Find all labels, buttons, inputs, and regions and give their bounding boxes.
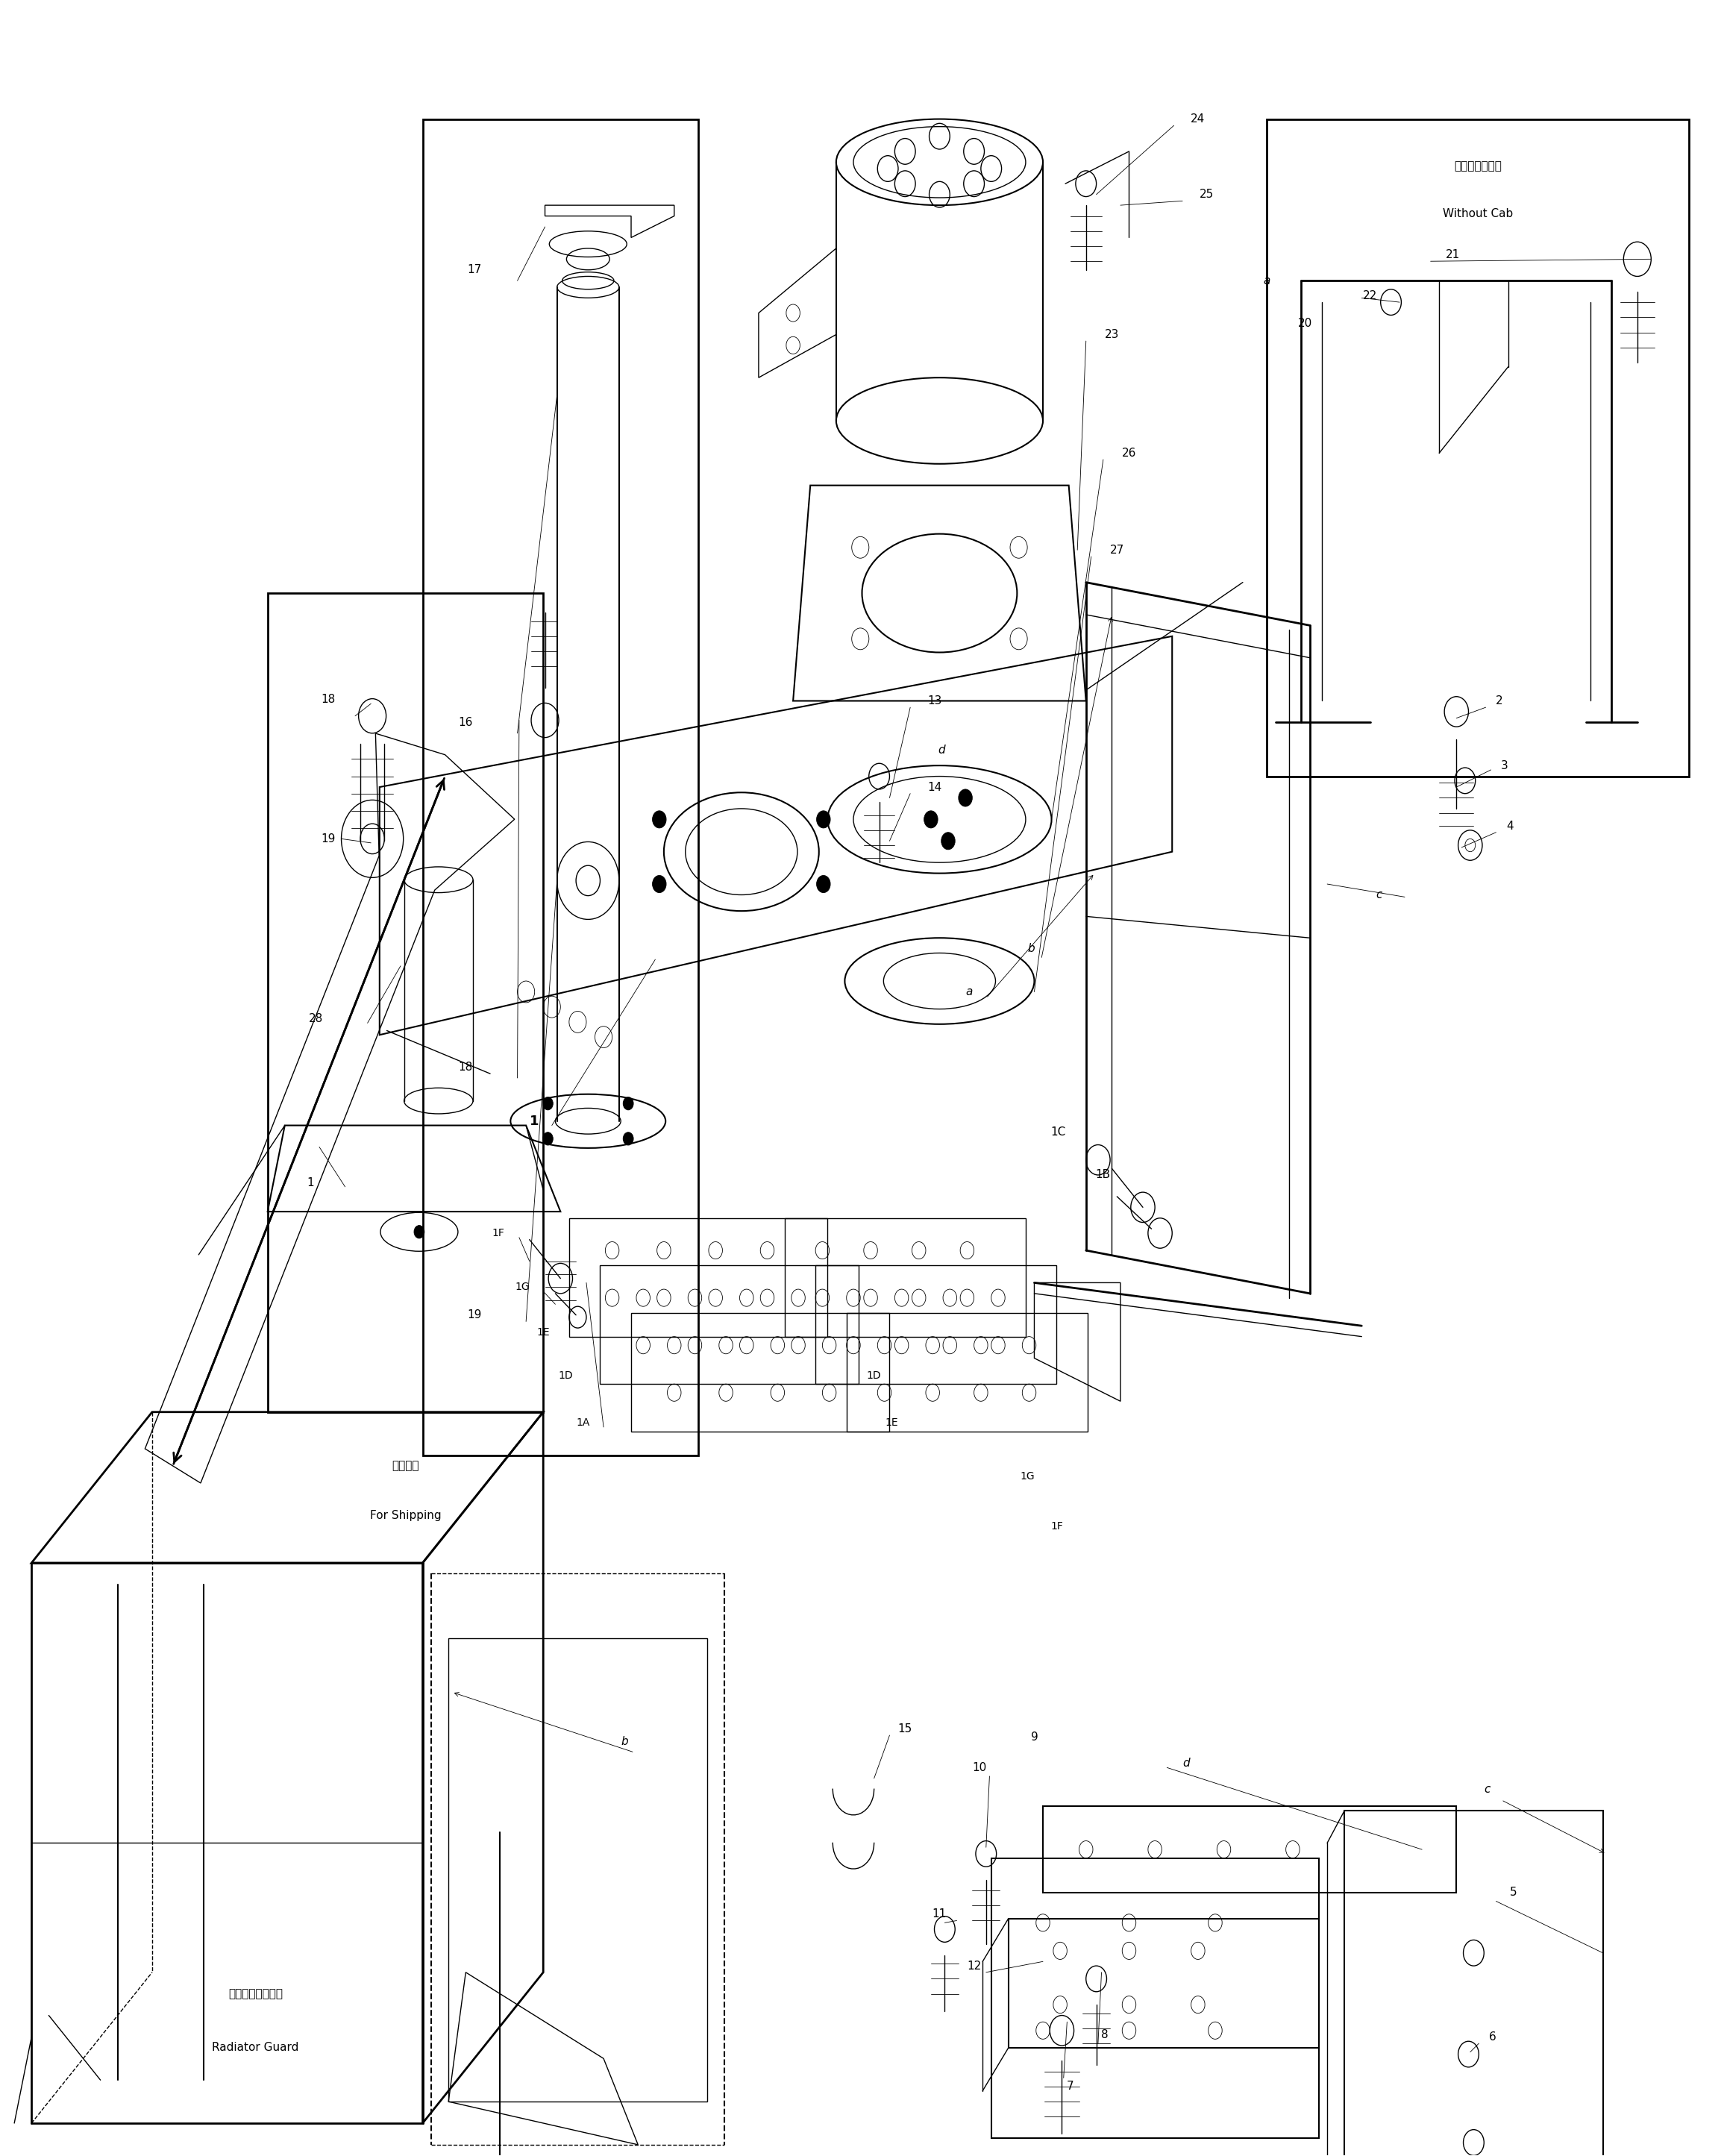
Text: 11: 11 xyxy=(933,1908,946,1919)
Text: For Shipping: For Shipping xyxy=(369,1509,441,1520)
Text: 9: 9 xyxy=(1031,1731,1038,1742)
Text: 18: 18 xyxy=(321,694,334,705)
Text: d: d xyxy=(938,744,945,757)
Text: 3: 3 xyxy=(1502,759,1508,772)
Text: 23: 23 xyxy=(1105,330,1119,341)
Text: 20: 20 xyxy=(1298,319,1312,330)
Circle shape xyxy=(543,1132,553,1145)
Circle shape xyxy=(959,789,972,806)
Text: ラジエータガード: ラジエータガード xyxy=(228,1988,283,1999)
Text: 26: 26 xyxy=(1122,448,1136,459)
Text: c: c xyxy=(1376,888,1383,901)
Text: 2: 2 xyxy=(1496,694,1503,707)
Text: 13: 13 xyxy=(928,694,941,707)
Text: 1G: 1G xyxy=(1021,1470,1034,1481)
Bar xyxy=(1267,119,1690,776)
Circle shape xyxy=(652,811,665,828)
Text: 25: 25 xyxy=(1200,190,1214,201)
Text: d: d xyxy=(1183,1757,1190,1768)
Bar xyxy=(631,1313,890,1432)
Text: 1E: 1E xyxy=(884,1419,898,1427)
Text: c: c xyxy=(1484,1783,1491,1794)
Bar xyxy=(991,1858,1319,2139)
Circle shape xyxy=(622,1132,633,1145)
Text: キャブ未装着時: キャブ未装着時 xyxy=(1453,162,1502,172)
Text: 運辺部品: 運辺部品 xyxy=(391,1460,419,1473)
Text: 12: 12 xyxy=(967,1960,981,1971)
Text: 24: 24 xyxy=(1191,114,1205,125)
Bar xyxy=(600,1266,859,1384)
Text: 14: 14 xyxy=(928,780,941,793)
Text: 27: 27 xyxy=(1110,545,1124,556)
Text: 1D: 1D xyxy=(559,1371,572,1380)
Bar xyxy=(1043,1807,1457,1893)
Circle shape xyxy=(622,1097,633,1110)
Text: 1E: 1E xyxy=(536,1328,550,1337)
Bar xyxy=(846,1313,1088,1432)
Circle shape xyxy=(414,1225,424,1238)
Text: a: a xyxy=(965,985,972,998)
Text: 18: 18 xyxy=(459,1061,472,1074)
Text: 10: 10 xyxy=(972,1761,986,1772)
Circle shape xyxy=(543,1097,553,1110)
Text: 7: 7 xyxy=(1067,2081,1074,2091)
Text: 8: 8 xyxy=(1102,2029,1109,2040)
Bar xyxy=(267,593,543,1412)
Text: 5: 5 xyxy=(1510,1886,1517,1897)
Text: a: a xyxy=(1264,276,1271,287)
Text: 1F: 1F xyxy=(1050,1520,1064,1531)
Text: b: b xyxy=(1028,942,1034,955)
Text: Radiator Guard: Radiator Guard xyxy=(212,2042,298,2053)
Bar xyxy=(422,119,698,1455)
Circle shape xyxy=(941,832,955,849)
Text: 16: 16 xyxy=(459,716,472,729)
Text: 1B: 1B xyxy=(1096,1169,1110,1181)
Bar xyxy=(1009,1919,1319,2048)
Bar xyxy=(1345,1811,1603,2156)
Text: 22: 22 xyxy=(1364,291,1377,302)
Text: 6: 6 xyxy=(1490,2031,1496,2042)
Circle shape xyxy=(652,875,665,893)
Text: 17: 17 xyxy=(467,265,481,276)
Text: 1G: 1G xyxy=(515,1283,529,1291)
Text: 1C: 1C xyxy=(1052,1125,1065,1138)
Text: Without Cab: Without Cab xyxy=(1443,209,1514,220)
Text: b: b xyxy=(621,1736,628,1746)
Circle shape xyxy=(924,811,938,828)
Text: 1D: 1D xyxy=(867,1371,881,1380)
Text: 1: 1 xyxy=(307,1177,314,1188)
Text: 4: 4 xyxy=(1507,819,1514,832)
Circle shape xyxy=(817,875,831,893)
Text: 19: 19 xyxy=(321,832,334,845)
Bar xyxy=(784,1218,1026,1337)
Text: 1: 1 xyxy=(529,1115,540,1128)
Text: 1F: 1F xyxy=(491,1229,505,1238)
Text: 19: 19 xyxy=(467,1309,481,1322)
Bar xyxy=(569,1218,828,1337)
Text: 28: 28 xyxy=(309,1013,322,1024)
Bar xyxy=(815,1266,1057,1384)
Text: 15: 15 xyxy=(898,1723,912,1733)
Text: 1A: 1A xyxy=(576,1419,590,1427)
Circle shape xyxy=(817,811,831,828)
Text: 21: 21 xyxy=(1446,250,1460,261)
